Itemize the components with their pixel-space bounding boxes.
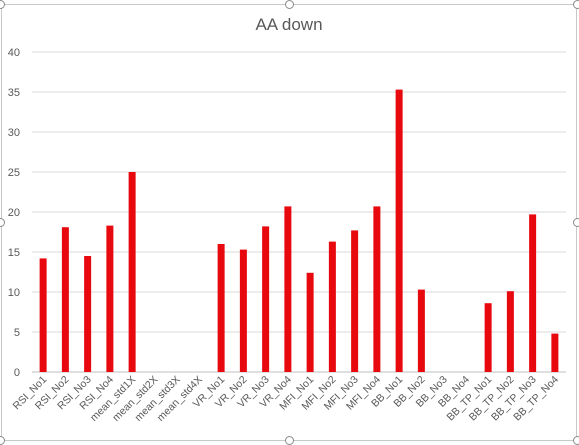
bar-MFI_No2[interactable] bbox=[328, 241, 336, 372]
bar-BB_No2[interactable] bbox=[417, 289, 425, 372]
y-axis-ticks: 0 5 10 15 20 25 30 35 40 bbox=[8, 47, 20, 379]
bar-VR_No2[interactable] bbox=[239, 249, 247, 372]
bar-MFI_No3[interactable] bbox=[351, 230, 359, 372]
y-tick-label: 0 bbox=[14, 367, 20, 379]
y-tick-label: 15 bbox=[8, 247, 20, 259]
resize-handle-top-right[interactable] bbox=[573, 0, 579, 9]
bar-BB_TP_No4[interactable] bbox=[551, 333, 559, 372]
bar-BB_TP_No3[interactable] bbox=[529, 214, 537, 372]
y-tick-label: 30 bbox=[8, 127, 20, 139]
resize-handle-top-left[interactable] bbox=[0, 0, 5, 9]
bar-MFI_No1[interactable] bbox=[306, 272, 314, 372]
bar-RSI_No4[interactable] bbox=[106, 225, 114, 372]
chart-title: AA down bbox=[255, 15, 322, 34]
y-tick-label: 25 bbox=[8, 167, 20, 179]
y-tick-label: 20 bbox=[8, 207, 20, 219]
y-tick-label: 40 bbox=[8, 47, 20, 59]
bar-VR_No3[interactable] bbox=[262, 226, 270, 372]
bar-VR_No4[interactable] bbox=[284, 206, 292, 372]
resize-handle-right[interactable] bbox=[573, 218, 579, 227]
gridlines bbox=[32, 51, 566, 373]
bar-RSI_No1[interactable] bbox=[39, 258, 47, 372]
bar-mean_std1X[interactable] bbox=[128, 172, 136, 372]
bar-BB_TP_No1[interactable] bbox=[484, 303, 492, 372]
resize-handle-top[interactable] bbox=[285, 0, 294, 9]
bar-BB_No1[interactable] bbox=[395, 89, 403, 372]
bar-MFI_No4[interactable] bbox=[373, 206, 381, 372]
y-tick-label: 35 bbox=[8, 87, 20, 99]
bar-RSI_No3[interactable] bbox=[84, 256, 92, 372]
x-axis-ticks: RSI_No1RSI_No2RSI_No3RSI_No4mean_std1Xme… bbox=[11, 374, 561, 424]
bar-BB_TP_No2[interactable] bbox=[506, 291, 514, 372]
y-tick-label: 10 bbox=[8, 287, 20, 299]
resize-handle-left[interactable] bbox=[0, 218, 5, 227]
bar-series bbox=[39, 89, 559, 372]
bar-VR_No1[interactable] bbox=[217, 244, 225, 372]
y-tick-label: 5 bbox=[14, 327, 20, 339]
bar-RSI_No2[interactable] bbox=[61, 227, 69, 372]
